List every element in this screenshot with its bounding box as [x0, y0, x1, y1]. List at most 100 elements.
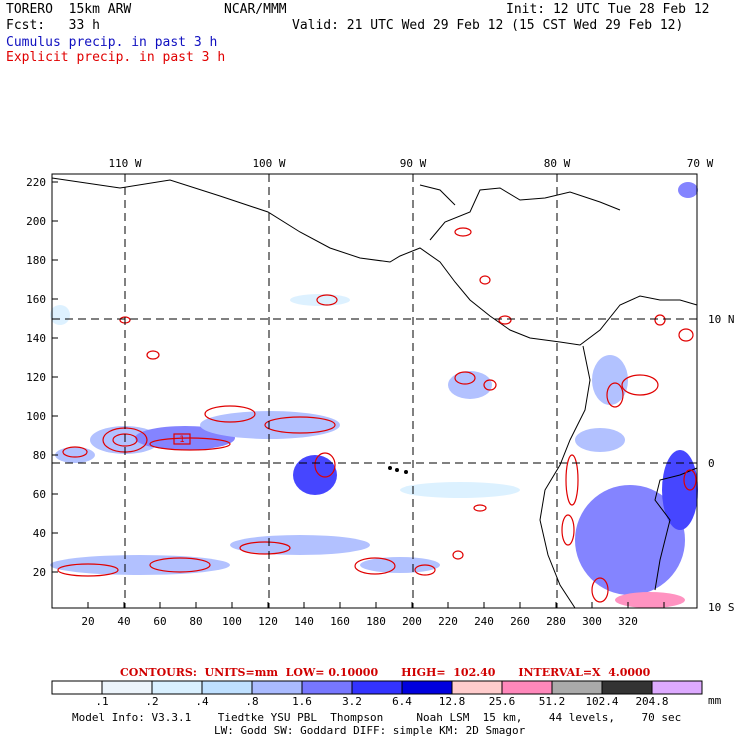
contour [239, 541, 291, 555]
cumulus-area [575, 428, 625, 452]
org-name: NCAR/MMM [224, 2, 287, 17]
island [388, 466, 392, 470]
x-tick-label: 120 [258, 615, 278, 628]
contour [483, 379, 497, 391]
contour-box [173, 433, 191, 445]
x-tick-label: 260 [510, 615, 530, 628]
cumulus-area [592, 355, 628, 405]
field-cumulus-label: Cumulus precip. in past 3 h [6, 35, 218, 50]
colorbar-swatch [301, 680, 353, 695]
contour [473, 504, 487, 512]
x-tick-label: 320 [618, 615, 638, 628]
x-tick-label: 20 [81, 615, 94, 628]
colorbar-label: 102.4 [585, 695, 618, 708]
x-tick-label: 240 [474, 615, 494, 628]
colorbar-swatch [551, 680, 603, 695]
lon-label: 70 W [687, 157, 714, 170]
colorbar-swatch [501, 680, 553, 695]
y-tick-label: 220 [26, 176, 46, 189]
colorbar-swatch [201, 680, 253, 695]
colorbar-label: 12.8 [439, 695, 466, 708]
y-tick-label: 80 [33, 449, 46, 462]
colorbar-label: .1 [95, 695, 108, 708]
cumulus-area [200, 411, 340, 439]
field-explicit-label: Explicit precip. in past 3 h [6, 50, 226, 65]
lat-label: 0 [708, 457, 715, 470]
colorbar-label: 25.6 [489, 695, 516, 708]
cumulus-area [360, 557, 440, 573]
x-tick-label: 160 [330, 615, 350, 628]
y-tick-label: 140 [26, 332, 46, 345]
lon-label: 100 W [252, 157, 285, 170]
colorbar-swatch [601, 680, 653, 695]
cumulus-area [50, 305, 70, 325]
contour [62, 446, 88, 458]
model-info-line2: LW: Godd SW: Goddard DIFF: simple KM: 2D… [214, 724, 526, 737]
bottom-axis-labels: 20 40 60 80 100 120 140 160 180 200 220 … [81, 615, 638, 628]
contour [561, 514, 575, 546]
cumulus-precip-areas [50, 182, 698, 608]
colorbar-label: 204.8 [635, 695, 668, 708]
contour [683, 469, 697, 491]
model-info-line1: Model Info: V3.3.1 Tiedtke YSU PBL Thomp… [72, 711, 682, 724]
yucatan-coast [419, 184, 456, 206]
init-time: Init: 12 UTC Tue 28 Feb 12 [506, 2, 710, 17]
colorbar-swatch [651, 680, 703, 695]
contour [479, 275, 491, 285]
lon-label: 90 W [400, 157, 427, 170]
x-tick-label: 140 [294, 615, 314, 628]
cumulus-area [400, 482, 520, 498]
contour [354, 557, 396, 575]
left-ticks [52, 181, 58, 573]
contour [454, 371, 476, 385]
x-tick-label: 200 [402, 615, 422, 628]
y-tick-label: 40 [33, 527, 46, 540]
cumulus-area [230, 535, 370, 555]
y-tick-label: 200 [26, 215, 46, 228]
contour [621, 374, 659, 396]
contour [606, 382, 624, 408]
contour [498, 315, 512, 325]
heavy-precip-area [615, 592, 685, 608]
cumulus-area [293, 455, 337, 495]
x-tick-label: 60 [153, 615, 166, 628]
y-tick-label: 100 [26, 410, 46, 423]
contour [314, 452, 336, 478]
x-tick-label: 280 [546, 615, 566, 628]
colorbar-label: .4 [195, 695, 209, 708]
contour [654, 314, 666, 326]
contour [454, 227, 472, 237]
colorbar-label: .8 [245, 695, 258, 708]
x-tick-label: 300 [582, 615, 602, 628]
y-tick-label: 20 [33, 566, 46, 579]
contour [565, 454, 579, 506]
y-tick-label: 60 [33, 488, 46, 501]
colorbar-label: .2 [145, 695, 158, 708]
cumulus-area [50, 555, 230, 575]
valid-time: Valid: 21 UTC Wed 29 Feb 12 (15 CST Wed … [292, 18, 684, 33]
contour [678, 328, 694, 342]
cumulus-area [575, 485, 685, 595]
colorbar-swatch [351, 680, 403, 695]
contour [149, 557, 211, 573]
pacific-coastline [51, 177, 698, 346]
island [404, 470, 408, 474]
cumulus-area [662, 450, 698, 530]
colorbar-swatch [51, 680, 103, 695]
contour-info: CONTOURS: UNITS=mm LOW= 0.10000 HIGH= 10… [120, 666, 651, 679]
right-lat-labels: 10 N 0 10 S [708, 313, 735, 614]
contour [316, 294, 338, 306]
x-tick-label: 80 [189, 615, 202, 628]
y-tick-label: 180 [26, 254, 46, 267]
colorbar-swatch [101, 680, 153, 695]
lat-label: 10 S [708, 601, 735, 614]
bottom-ticks [87, 602, 665, 608]
colorbar-label: 51.2 [539, 695, 566, 708]
contour [452, 550, 464, 560]
contour [414, 564, 436, 576]
colorbar-swatch [401, 680, 453, 695]
y-tick-label: 120 [26, 371, 46, 384]
contour [264, 416, 336, 434]
hi-marker: 1 [179, 435, 184, 445]
